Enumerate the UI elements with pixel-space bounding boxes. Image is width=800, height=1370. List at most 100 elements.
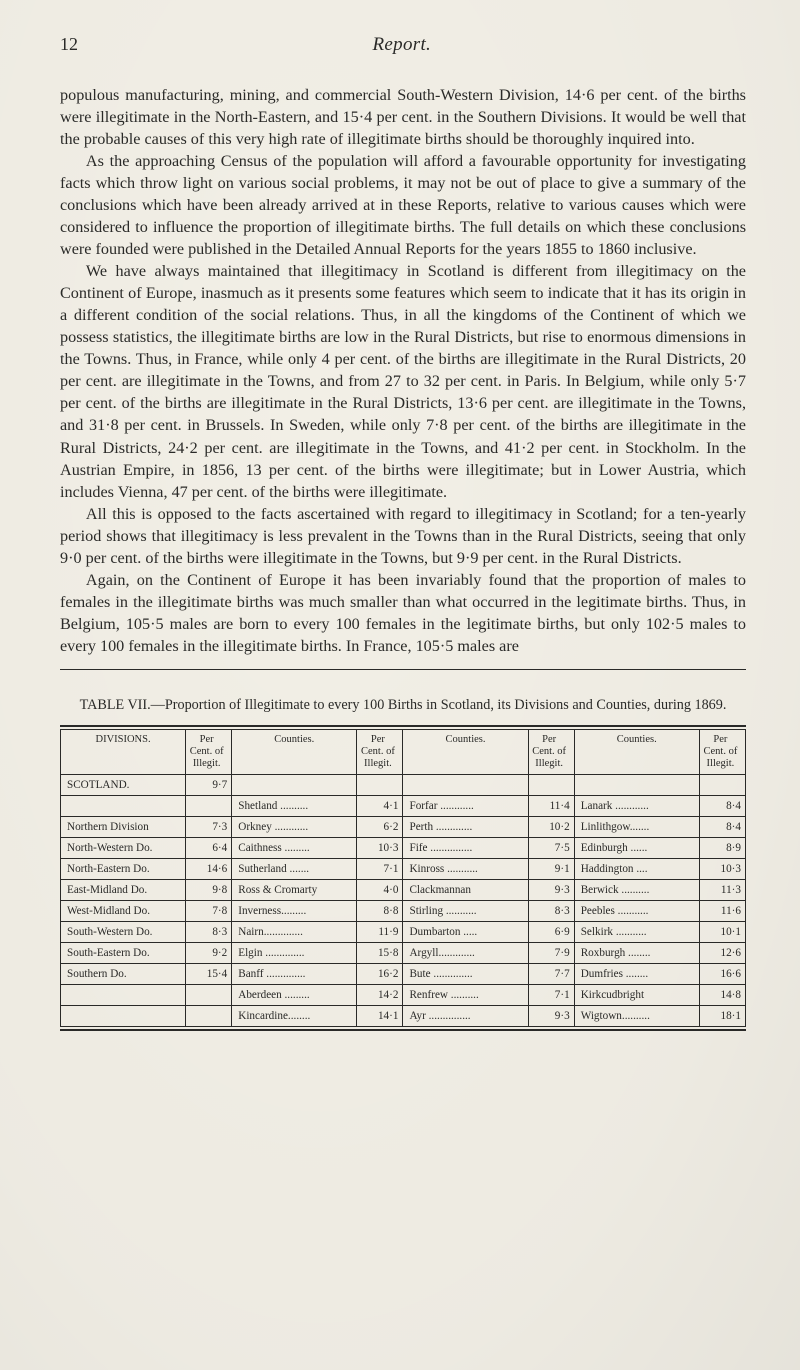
para-1: populous manufacturing, mining, and comm… — [60, 84, 746, 150]
division-7: Southern Do. — [61, 964, 186, 985]
countyB-2: Fife ............... — [403, 838, 528, 859]
division-0-pct: 7·3 — [186, 817, 232, 838]
countyA-3: Sutherland ....... — [232, 859, 357, 880]
table-caption: TABLE VII.—Proportion of Illegitimate to… — [60, 696, 746, 715]
th-counties-b: Counties. — [403, 729, 528, 774]
countyA-0-pct: 4·1 — [357, 796, 403, 817]
th-counties-a: Counties. — [232, 729, 357, 774]
countyC-6-pct: 10·1 — [699, 922, 745, 943]
countyC-3-pct: 10·3 — [699, 859, 745, 880]
division-4: West-Midland Do. — [61, 901, 186, 922]
countyB-10: Ayr ............... — [403, 1006, 528, 1027]
countyC-6: Selkirk ........... — [574, 922, 699, 943]
countyA-8-pct: 16·2 — [357, 964, 403, 985]
countyC-9-pct: 14·8 — [699, 985, 745, 1006]
para-2: As the approaching Census of the populat… — [60, 150, 746, 260]
countyA-7: Elgin .............. — [232, 943, 357, 964]
countyB-3-pct: 9·1 — [528, 859, 574, 880]
division-7-pct: 15·4 — [186, 964, 232, 985]
division-1-pct: 6·4 — [186, 838, 232, 859]
countyC-3: Haddington .... — [574, 859, 699, 880]
countyC-1-pct: 8·4 — [699, 817, 745, 838]
countyB-10-pct: 9·3 — [528, 1006, 574, 1027]
countyC-0: Lanark ............ — [574, 796, 699, 817]
para-5: Again, on the Continent of Europe it has… — [60, 569, 746, 657]
countyA-8: Banff .............. — [232, 964, 357, 985]
countyC-2: Edinburgh ...... — [574, 838, 699, 859]
countyA-7-pct: 15·8 — [357, 943, 403, 964]
countyB-9: Renfrew .......... — [403, 985, 528, 1006]
countyB-5: Stirling ........... — [403, 901, 528, 922]
table-wrapper: DIVISIONS. Per Cent. of Illegit. Countie… — [60, 725, 746, 1031]
division-1: North-Western Do. — [61, 838, 186, 859]
countyB-2-pct: 7·5 — [528, 838, 574, 859]
countyC-4-pct: 11·3 — [699, 880, 745, 901]
countyB-9-pct: 7·1 — [528, 985, 574, 1006]
countyA-4: Ross & Cromarty — [232, 880, 357, 901]
countyB-0: Forfar ............ — [403, 796, 528, 817]
countyC-5-pct: 11·6 — [699, 901, 745, 922]
countyB-4: Clackmannan — [403, 880, 528, 901]
division-6: South-Eastern Do. — [61, 943, 186, 964]
countyC-0-pct: 8·4 — [699, 796, 745, 817]
countyB-3: Kinross ........... — [403, 859, 528, 880]
division-5: South-Western Do. — [61, 922, 186, 943]
countyA-2: Caithness ......... — [232, 838, 357, 859]
countyC-10-pct: 18·1 — [699, 1006, 745, 1027]
countyA-5: Inverness......... — [232, 901, 357, 922]
countyC-5: Peebles ........... — [574, 901, 699, 922]
countyC-10: Wigtown.......... — [574, 1006, 699, 1027]
countyC-7: Roxburgh ........ — [574, 943, 699, 964]
countyA-1: Orkney ............ — [232, 817, 357, 838]
countyA-2-pct: 10·3 — [357, 838, 403, 859]
countyA-6-pct: 11·9 — [357, 922, 403, 943]
countyA-0: Shetland .......... — [232, 796, 357, 817]
countyA-9: Aberdeen ......... — [232, 985, 357, 1006]
countyC-4: Berwick .......... — [574, 880, 699, 901]
countyC-2-pct: 8·9 — [699, 838, 745, 859]
th-pct-1: Per Cent. of Illegit. — [186, 729, 232, 774]
countyA-3-pct: 7·1 — [357, 859, 403, 880]
countyB-4-pct: 9·3 — [528, 880, 574, 901]
division-0: Northern Division — [61, 817, 186, 838]
countyA-5-pct: 8·8 — [357, 901, 403, 922]
page: 12 Report. populous manufacturing, minin… — [0, 0, 800, 1370]
running-title: Report. — [373, 34, 432, 56]
division-2: North-Eastern Do. — [61, 859, 186, 880]
division-2-pct: 14·6 — [186, 859, 232, 880]
countyA-10: Kincardine........ — [232, 1006, 357, 1027]
countyC-8: Dumfries ........ — [574, 964, 699, 985]
cell-scotland-label: SCOTLAND. — [61, 775, 186, 796]
division-5-pct: 8·3 — [186, 922, 232, 943]
page-number: 12 — [60, 34, 78, 55]
countyA-6: Nairn.............. — [232, 922, 357, 943]
countyB-7-pct: 7·9 — [528, 943, 574, 964]
division-3: East-Midland Do. — [61, 880, 186, 901]
countyB-8-pct: 7·7 — [528, 964, 574, 985]
th-divisions: DIVISIONS. — [61, 729, 186, 774]
table-body: SCOTLAND. 9·7 Shetland .......... 4·1 Fo… — [61, 775, 746, 1027]
table-vii: DIVISIONS. Per Cent. of Illegit. Countie… — [60, 729, 746, 1027]
running-head: 12 Report. — [60, 34, 746, 56]
countyB-6-pct: 6·9 — [528, 922, 574, 943]
countyC-7-pct: 12·6 — [699, 943, 745, 964]
para-4: All this is opposed to the facts ascerta… — [60, 503, 746, 569]
countyA-4-pct: 4·0 — [357, 880, 403, 901]
countyA-10-pct: 14·1 — [357, 1006, 403, 1027]
countyB-5-pct: 8·3 — [528, 901, 574, 922]
countyB-1: Perth ............. — [403, 817, 528, 838]
th-counties-c: Counties. — [574, 729, 699, 774]
countyB-1-pct: 10·2 — [528, 817, 574, 838]
rule-above-table — [60, 669, 746, 670]
division-4-pct: 7·8 — [186, 901, 232, 922]
countyC-9: Kirkcudbright — [574, 985, 699, 1006]
body-text: populous manufacturing, mining, and comm… — [60, 84, 746, 657]
countyB-7: Argyll............. — [403, 943, 528, 964]
th-pct-3: Per Cent. of Illegit. — [528, 729, 574, 774]
countyA-1-pct: 6·2 — [357, 817, 403, 838]
countyB-8: Bute .............. — [403, 964, 528, 985]
division-3-pct: 9·8 — [186, 880, 232, 901]
countyB-6: Dumbarton ..... — [403, 922, 528, 943]
countyC-1: Linlithgow....... — [574, 817, 699, 838]
th-pct-4: Per Cent. of Illegit. — [699, 729, 745, 774]
